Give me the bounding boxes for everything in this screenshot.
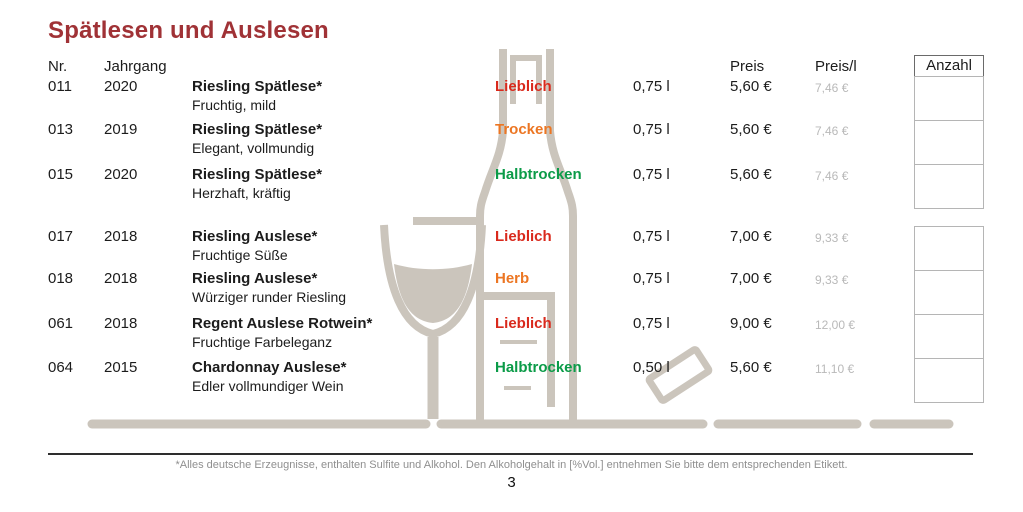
price: 7,00 € bbox=[730, 270, 772, 287]
wine-name-block: Riesling Auslese* Fruchtige Süße bbox=[192, 228, 317, 263]
taste-label: Lieblich bbox=[495, 78, 552, 95]
anzahl-cell[interactable] bbox=[914, 314, 984, 359]
price-per-liter: 9,33 € bbox=[815, 273, 849, 287]
wine-name-block: Chardonnay Auslese* Edler vollmundiger W… bbox=[192, 359, 347, 394]
volume: 0,75 l bbox=[633, 315, 670, 332]
bottle-label bbox=[480, 292, 555, 407]
anzahl-cell[interactable] bbox=[914, 164, 984, 209]
header-preis-pro-liter: Preis/l bbox=[815, 58, 857, 75]
header-nr: Nr. bbox=[48, 58, 68, 75]
wine-name: Riesling Spätlese* bbox=[192, 166, 323, 183]
footer-divider bbox=[48, 453, 973, 455]
wine-name: Chardonnay Auslese* bbox=[192, 359, 347, 376]
page-number: 3 bbox=[507, 474, 516, 491]
wine-name: Regent Auslese Rotwein* bbox=[192, 315, 373, 332]
wine-number: 011 bbox=[48, 78, 72, 95]
price: 5,60 € bbox=[730, 121, 772, 138]
header-jahrgang: Jahrgang bbox=[104, 58, 167, 75]
wine-description: Elegant, vollmundig bbox=[192, 140, 315, 156]
footnote: *Alles deutsche Erzeugnisse, enthalten S… bbox=[175, 459, 848, 471]
wine-name-block: Regent Auslese Rotwein* Fruchtige Farbel… bbox=[192, 315, 372, 350]
taste-label: Lieblich bbox=[495, 315, 552, 332]
wine-vintage: 2020 bbox=[104, 166, 138, 183]
wine-name-block: Riesling Spätlese* Herzhaft, kräftig bbox=[192, 166, 322, 201]
page-title: Spätlesen und Auslesen bbox=[48, 17, 329, 44]
wine-number: 015 bbox=[48, 166, 74, 183]
wine-number: 017 bbox=[48, 228, 74, 245]
wine-description: Fruchtige Süße bbox=[192, 247, 288, 263]
wine-name-block: Riesling Spätlese* Fruchtig, mild bbox=[192, 78, 322, 113]
price-per-liter: 7,46 € bbox=[815, 81, 849, 95]
wine-row: 011 2020 Riesling Spätlese* Fruchtig, mi… bbox=[0, 78, 1023, 118]
wine-row: 018 2018 Riesling Auslese* Würziger rund… bbox=[0, 270, 1023, 310]
wine-name: Riesling Auslese* bbox=[192, 228, 318, 245]
volume: 0,75 l bbox=[633, 270, 670, 287]
wine-name: Riesling Auslese* bbox=[192, 270, 318, 287]
anzahl-cell[interactable] bbox=[914, 358, 984, 403]
taste-label: Halbtrocken bbox=[495, 359, 582, 376]
price-per-liter: 7,46 € bbox=[815, 169, 849, 183]
wine-bottle-icon bbox=[476, 49, 577, 421]
anzahl-cell[interactable] bbox=[914, 76, 984, 121]
volume: 0,75 l bbox=[633, 78, 670, 95]
wine-description: Edler vollmundiger Wein bbox=[192, 378, 344, 394]
taste-label: Halbtrocken bbox=[495, 166, 582, 183]
anzahl-cells-group-1 bbox=[914, 76, 984, 209]
cork-icon bbox=[645, 346, 713, 404]
header-preis: Preis bbox=[730, 58, 765, 75]
anzahl-cell[interactable] bbox=[914, 270, 984, 315]
volume: 0,75 l bbox=[633, 228, 670, 245]
price-per-liter: 7,46 € bbox=[815, 124, 849, 138]
price: 9,00 € bbox=[730, 315, 772, 332]
price-per-liter: 12,00 € bbox=[815, 318, 856, 332]
price: 5,60 € bbox=[730, 359, 772, 376]
wine-row: 061 2018 Regent Auslese Rotwein* Fruchti… bbox=[0, 315, 1023, 355]
volume: 0,75 l bbox=[633, 121, 670, 138]
wine-name: Riesling Spätlese* bbox=[192, 121, 323, 138]
price: 5,60 € bbox=[730, 78, 772, 95]
wine-number: 013 bbox=[48, 121, 74, 138]
taste-label: Herb bbox=[495, 270, 530, 287]
wine-vintage: 2019 bbox=[104, 121, 138, 138]
wine-description: Würziger runder Riesling bbox=[192, 289, 347, 305]
price-per-liter: 11,10 € bbox=[815, 362, 855, 376]
wine-description: Fruchtige Farbeleganz bbox=[192, 334, 333, 350]
wine-description: Herzhaft, kräftig bbox=[192, 185, 291, 201]
wine-number: 064 bbox=[48, 359, 74, 376]
taste-label: Trocken bbox=[495, 121, 553, 138]
volume: 0,50 l bbox=[633, 359, 670, 376]
header-anzahl: Anzahl bbox=[914, 55, 984, 77]
wine-vintage: 2020 bbox=[104, 78, 138, 95]
price-per-liter: 9,33 € bbox=[815, 231, 849, 245]
wine-vintage: 2018 bbox=[104, 270, 138, 287]
wine-name-block: Riesling Auslese* Würziger runder Riesli… bbox=[192, 270, 346, 305]
wine-number: 061 bbox=[48, 315, 74, 332]
wine-description: Fruchtig, mild bbox=[192, 97, 277, 113]
wine-glass-icon bbox=[380, 217, 486, 419]
wine-vintage: 2015 bbox=[104, 359, 138, 376]
anzahl-cells-group-2 bbox=[914, 226, 984, 403]
volume: 0,75 l bbox=[633, 166, 670, 183]
wine-number: 018 bbox=[48, 270, 74, 287]
anzahl-cell[interactable] bbox=[914, 226, 984, 271]
wine-row: 064 2015 Chardonnay Auslese* Edler vollm… bbox=[0, 359, 1023, 399]
price: 7,00 € bbox=[730, 228, 772, 245]
anzahl-cell[interactable] bbox=[914, 120, 984, 165]
wine-name-block: Riesling Spätlese* Elegant, vollmundig bbox=[192, 121, 322, 156]
price: 5,60 € bbox=[730, 166, 772, 183]
taste-label: Lieblich bbox=[495, 228, 552, 245]
wine-row: 013 2019 Riesling Spätlese* Elegant, vol… bbox=[0, 121, 1023, 161]
wine-row: 017 2018 Riesling Auslese* Fruchtige Süß… bbox=[0, 228, 1023, 268]
wine-name: Riesling Spätlese* bbox=[192, 78, 323, 95]
wine-vintage: 2018 bbox=[104, 228, 138, 245]
wine-vintage: 2018 bbox=[104, 315, 138, 332]
wine-row: 015 2020 Riesling Spätlese* Herzhaft, kr… bbox=[0, 166, 1023, 206]
